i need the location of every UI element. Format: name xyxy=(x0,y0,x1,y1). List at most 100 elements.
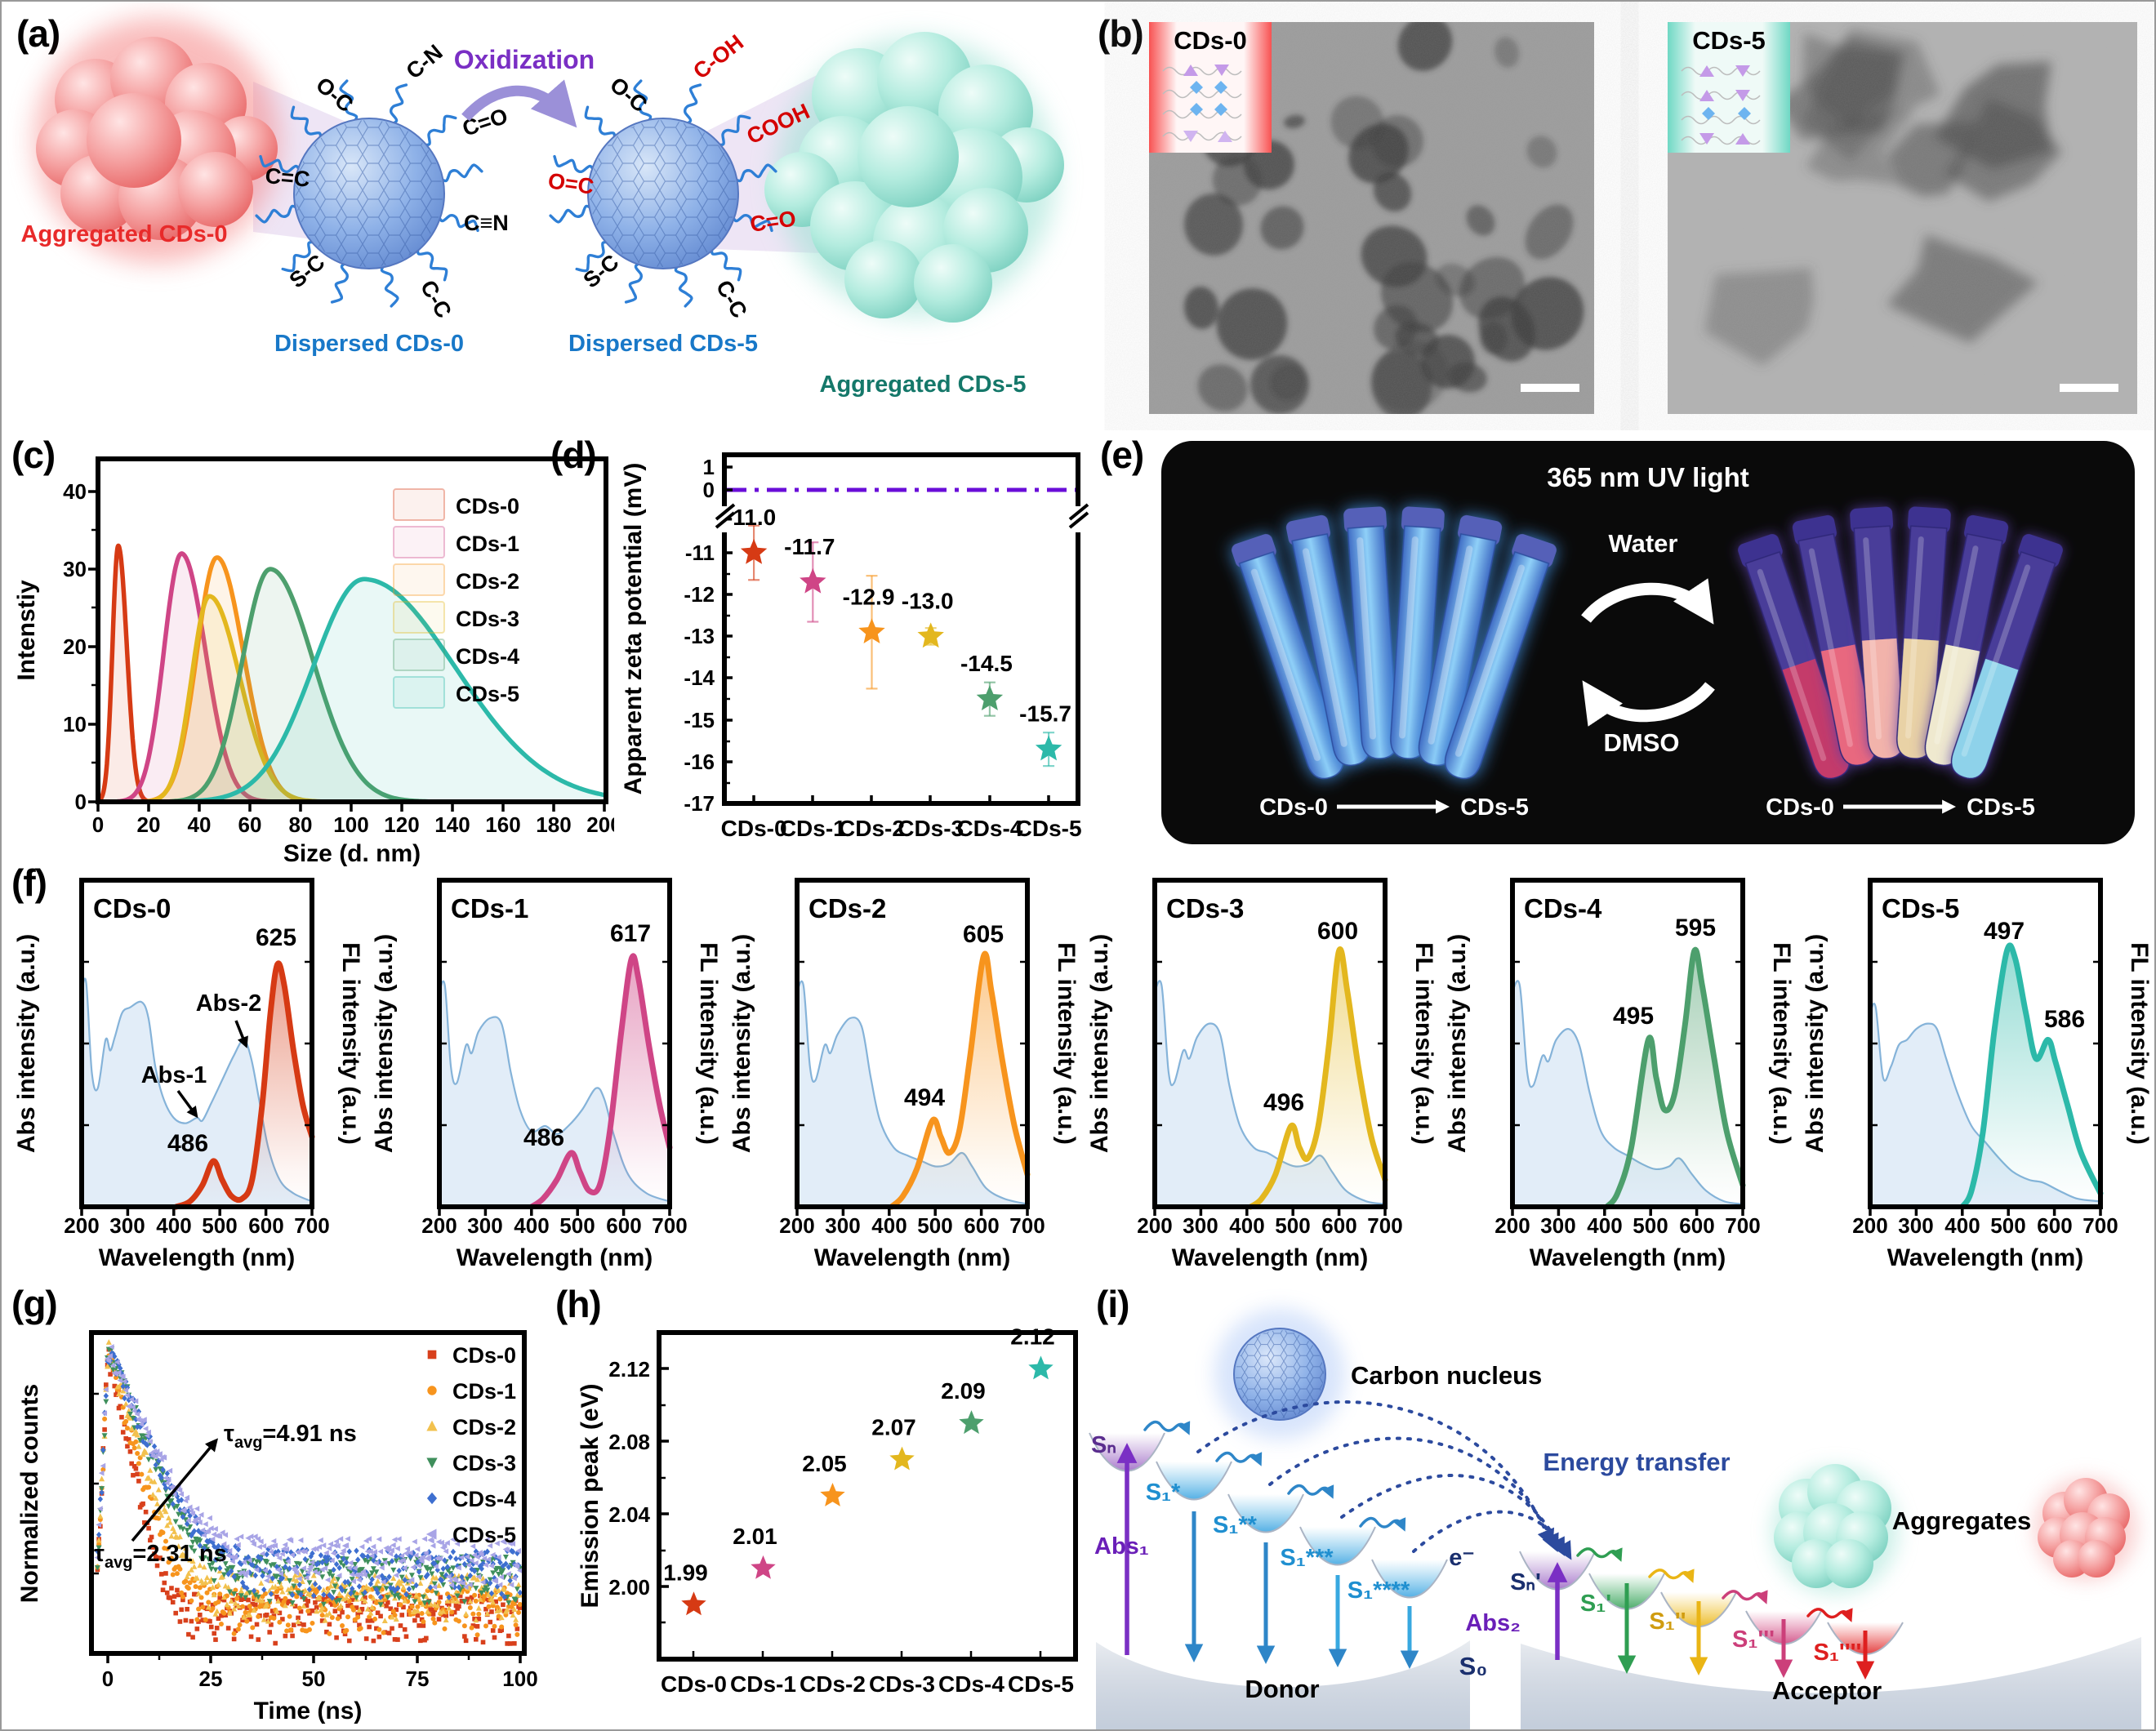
svg-text:CDs-5: CDs-5 xyxy=(1967,794,2035,821)
f-y-title-fl: FL intensity (a.u.) xyxy=(337,942,364,1145)
aggregates-red-cluster xyxy=(2035,1478,2136,1580)
svg-text:0: 0 xyxy=(102,1666,114,1691)
svg-text:e⁻: e⁻ xyxy=(1449,1545,1474,1571)
category-label: CDs-1 xyxy=(780,816,846,841)
panel-letter-b: (b) xyxy=(1098,12,1144,55)
g-x-ticks: 0 25 50 75 100 xyxy=(102,1666,538,1691)
value-label: 2.07 xyxy=(871,1415,916,1440)
legend-label: CDs-2 xyxy=(456,569,519,594)
svg-text:CDs-4: CDs-4 xyxy=(1524,893,1602,923)
dispersed-cds0-sphere xyxy=(293,118,445,269)
tem-inset-cds5-title: CDs-5 xyxy=(1692,26,1766,55)
cycle-arrow-top-icon xyxy=(1581,578,1714,625)
g-legend: CDs-0 CDs-1 CDs-2 CDs-3 CDs-4 CDs-5 xyxy=(425,1343,516,1547)
svg-text:S-C: S-C xyxy=(579,250,624,293)
svg-text:160: 160 xyxy=(485,812,520,837)
svg-text:-15: -15 xyxy=(684,708,715,732)
svg-text:200: 200 xyxy=(779,1213,814,1238)
s0-label: S₀ xyxy=(1459,1652,1488,1680)
svg-text:496: 496 xyxy=(1263,1089,1304,1116)
svg-text:S-C: S-C xyxy=(285,250,330,293)
uv-title: 365 nm UV light xyxy=(1547,462,1749,492)
state-labels: Sₙ S₁* S₁** S₁*** S₁**** e⁻ Sₙ' S₁' S₁''… xyxy=(1091,1432,1861,1666)
value-label: -11.7 xyxy=(784,534,835,559)
relaxation-squiggle xyxy=(1215,1451,1263,1466)
oxidization-arrow-icon xyxy=(461,79,577,128)
svg-text:586: 586 xyxy=(2044,1006,2085,1033)
svg-text:140: 140 xyxy=(434,812,470,837)
svg-text:497: 497 xyxy=(1984,918,2025,945)
value-label: 1.99 xyxy=(663,1560,708,1585)
tem-inset-cds5: CDs-5 xyxy=(1668,22,1790,153)
dmso-label: DMSO xyxy=(1604,728,1680,757)
spectra-curves xyxy=(1154,946,1388,1210)
panel-f-cds1: 200 300 400 500 600 700 Wavelength (nm) Abs i… xyxy=(371,878,722,1271)
svg-text:300: 300 xyxy=(1898,1213,1933,1238)
emission-points: 1.99 CDs-0 2.01 CDs-1 2.05 CDs-2 2.07 CDs-3 2.09… xyxy=(661,1324,1074,1697)
svg-text:Abs intensity (a.u.): Abs intensity (a.u.) xyxy=(371,934,398,1153)
svg-text:CDs-0: CDs-0 xyxy=(1259,794,1328,821)
svg-text:Abs₁: Abs₁ xyxy=(1094,1533,1149,1560)
legend-label: CDs-0 xyxy=(456,494,519,518)
panel-e-uv: 365 nm UV light Water DMSO CDs-0 CDs-5 C… xyxy=(1161,441,2135,844)
category-label: CDs-5 xyxy=(1016,816,1082,841)
category-label: CDs-3 xyxy=(869,1671,935,1697)
svg-text:600: 600 xyxy=(1317,918,1358,945)
value-label: -14.5 xyxy=(960,651,1013,676)
value-label: -13.0 xyxy=(902,588,954,613)
panel-h-emission: 2.00 2.04 2.08 2.12 Emission peak (eV) 1… xyxy=(577,1324,1078,1697)
scale-bar xyxy=(1521,384,1579,392)
abs2-label: Abs-2 xyxy=(196,990,262,1017)
svg-text:FL intensity (a.u.): FL intensity (a.u.) xyxy=(1053,942,1080,1145)
svg-text:600: 600 xyxy=(964,1213,999,1238)
panel-letter-h: (h) xyxy=(555,1283,602,1325)
panel-letter-d: (d) xyxy=(550,434,597,476)
svg-text:Abs intensity (a.u.): Abs intensity (a.u.) xyxy=(1802,934,1829,1153)
cycle-arrow-bottom-icon xyxy=(1582,680,1715,727)
category-label: CDs-5 xyxy=(1008,1671,1074,1697)
svg-text:600: 600 xyxy=(2037,1213,2072,1238)
water-label: Water xyxy=(1609,529,1678,558)
svg-text:40: 40 xyxy=(188,812,212,837)
svg-text:200: 200 xyxy=(1852,1213,1887,1238)
svg-text:O=C: O=C xyxy=(546,168,595,199)
legend-label: CDs-4 xyxy=(456,644,519,669)
svg-text:Wavelength (nm): Wavelength (nm) xyxy=(1530,1244,1726,1271)
svg-text:O-C: O-C xyxy=(605,73,652,118)
dispersed-cds0-label: Dispersed CDs-0 xyxy=(274,331,464,357)
legend-label: CDs-3 xyxy=(452,1451,516,1475)
panel-g-decay: 0 25 50 75 100 Time (ns) Normalized counts… xyxy=(16,1330,538,1724)
axis-break-icon xyxy=(715,503,736,529)
donor-label: Donor xyxy=(1245,1675,1319,1703)
tau-trend-arrow-icon xyxy=(131,1438,219,1542)
svg-text:S₁*: S₁* xyxy=(1146,1480,1181,1506)
svg-text:S₁'''': S₁'''' xyxy=(1814,1640,1862,1666)
svg-text:CDs-5: CDs-5 xyxy=(1882,893,1959,923)
relaxation-squiggle xyxy=(1359,1516,1406,1532)
relaxation-squiggle xyxy=(1143,1420,1191,1435)
svg-text:C≡N: C≡N xyxy=(464,211,509,235)
category-label: CDs-4 xyxy=(938,1671,1004,1697)
svg-text:S₁****: S₁**** xyxy=(1348,1577,1410,1604)
svg-text:495: 495 xyxy=(1613,1003,1654,1030)
svg-text:-12: -12 xyxy=(684,582,715,607)
svg-text:200: 200 xyxy=(64,1213,99,1238)
panel-b-tem: CDs-0 CDs-5 xyxy=(1149,22,2137,414)
svg-text:700: 700 xyxy=(1367,1213,1402,1238)
spectra-curves xyxy=(796,950,1031,1210)
svg-text:Abs intensity (a.u.): Abs intensity (a.u.) xyxy=(1444,934,1471,1153)
svg-text:S₁**: S₁** xyxy=(1213,1512,1258,1538)
svg-text:S₁''': S₁''' xyxy=(1732,1626,1775,1653)
svg-text:400: 400 xyxy=(1587,1213,1622,1238)
category-label: CDs-2 xyxy=(839,816,905,841)
svg-text:180: 180 xyxy=(536,812,571,837)
svg-text:75: 75 xyxy=(406,1666,430,1691)
tau-fast-label: τavg=2.31 ns xyxy=(94,1541,227,1572)
relaxation-squiggle xyxy=(1576,1547,1623,1562)
g-x-title: Time (ns) xyxy=(254,1698,363,1724)
svg-text:700: 700 xyxy=(1725,1213,1760,1238)
svg-text:CDs-0: CDs-0 xyxy=(1766,794,1834,821)
tau-slow-label: τavg=4.91 ns xyxy=(224,1421,357,1452)
scale-bar xyxy=(2060,384,2118,392)
tube-range-labels: CDs-0 CDs-5 CDs-0 CDs-5 xyxy=(1259,794,2035,821)
